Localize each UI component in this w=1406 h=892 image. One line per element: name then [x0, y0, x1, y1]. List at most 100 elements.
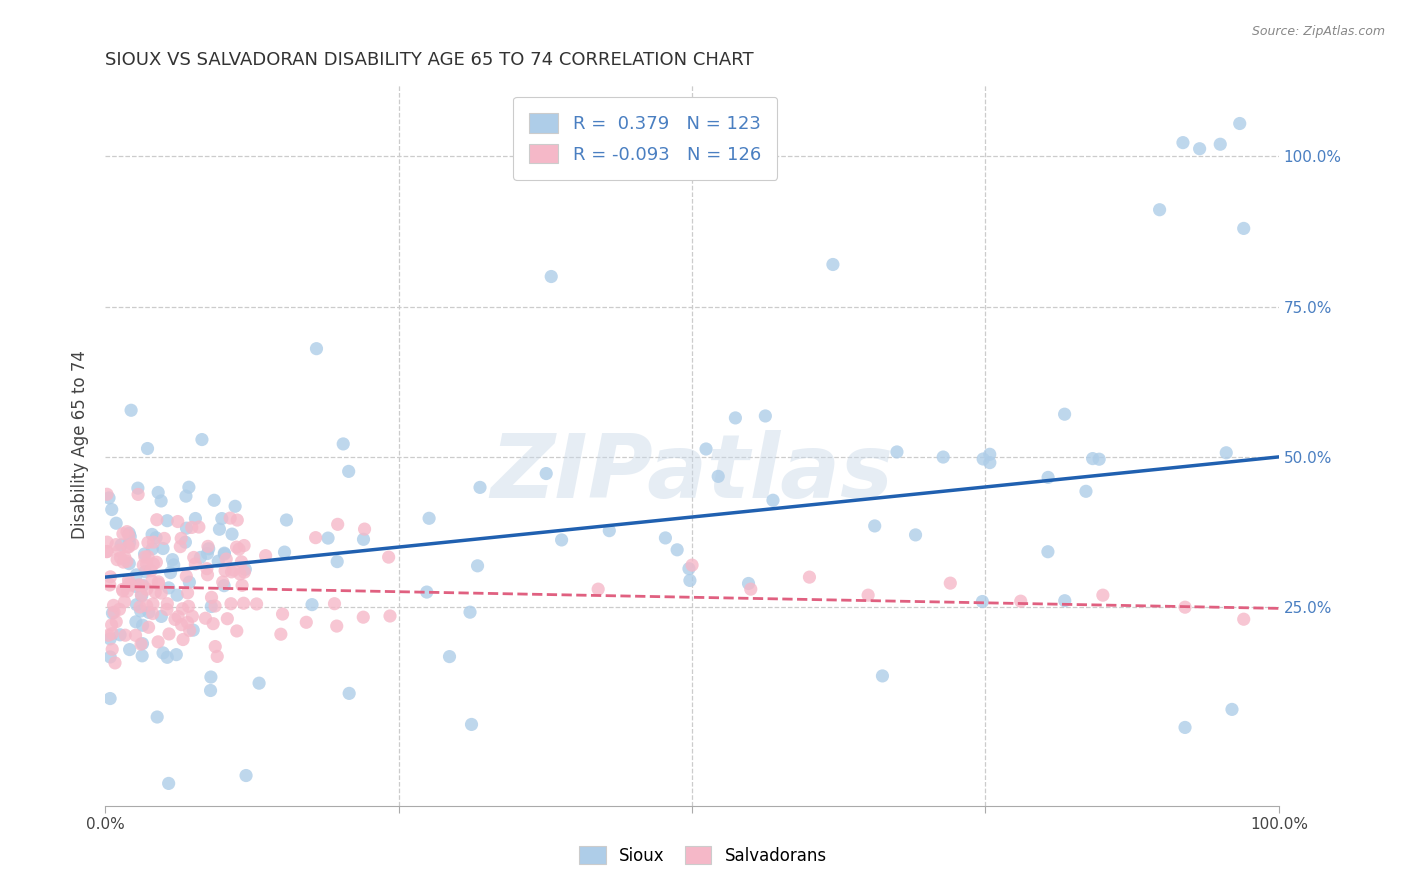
- Point: [129, 604, 152, 618]
- Point: [724, 411, 747, 425]
- Point: [172, 632, 194, 647]
- Point: [141, 527, 163, 541]
- Point: [153, 532, 176, 546]
- Point: [886, 445, 908, 459]
- Point: [98, 578, 121, 592]
- Point: [183, 550, 205, 565]
- Point: [98, 691, 121, 706]
- Point: [1229, 116, 1251, 130]
- Text: Source: ZipAtlas.com: Source: ZipAtlas.com: [1251, 25, 1385, 38]
- Point: [145, 555, 167, 569]
- Point: [468, 480, 491, 494]
- Point: [235, 562, 257, 576]
- Point: [212, 579, 235, 593]
- Point: [118, 642, 141, 657]
- Point: [200, 683, 222, 698]
- Point: [598, 524, 620, 538]
- Point: [136, 442, 159, 456]
- Point: [96, 544, 118, 558]
- Point: [1010, 594, 1032, 608]
- Point: [254, 549, 277, 563]
- Point: [1220, 702, 1243, 716]
- Point: [138, 606, 160, 620]
- Point: [821, 258, 844, 272]
- Point: [162, 552, 184, 566]
- Point: [114, 595, 136, 609]
- Point: [148, 574, 170, 589]
- Point: [98, 650, 121, 665]
- Point: [207, 554, 229, 568]
- Point: [245, 597, 267, 611]
- Point: [197, 547, 219, 561]
- Point: [105, 552, 128, 566]
- Point: [214, 546, 236, 560]
- Point: [176, 615, 198, 630]
- Point: [197, 540, 219, 554]
- Point: [163, 612, 186, 626]
- Point: [228, 542, 250, 557]
- Point: [194, 611, 217, 625]
- Point: [235, 768, 257, 782]
- Point: [110, 538, 132, 552]
- Point: [1174, 600, 1197, 615]
- Point: [156, 602, 179, 616]
- Point: [152, 646, 174, 660]
- Point: [323, 597, 346, 611]
- Point: [150, 494, 173, 508]
- Point: [295, 615, 318, 630]
- Point: [100, 570, 122, 584]
- Point: [202, 616, 225, 631]
- Point: [120, 403, 142, 417]
- Point: [115, 524, 138, 539]
- Point: [1074, 484, 1097, 499]
- Point: [1188, 142, 1211, 156]
- Point: [146, 635, 169, 649]
- Point: [337, 686, 360, 700]
- Point: [181, 609, 204, 624]
- Point: [1036, 470, 1059, 484]
- Point: [1036, 545, 1059, 559]
- Point: [666, 542, 689, 557]
- Point: [150, 609, 173, 624]
- Point: [226, 513, 249, 527]
- Point: [131, 618, 153, 632]
- Point: [141, 574, 163, 588]
- Point: [146, 710, 169, 724]
- Text: SIOUX VS SALVADORAN DISABILITY AGE 65 TO 74 CORRELATION CHART: SIOUX VS SALVADORAN DISABILITY AGE 65 TO…: [105, 51, 754, 69]
- Point: [204, 599, 226, 613]
- Point: [117, 577, 139, 591]
- Point: [120, 530, 142, 544]
- Point: [142, 597, 165, 611]
- Point: [101, 606, 124, 620]
- Point: [586, 582, 609, 596]
- Point: [740, 582, 762, 596]
- Point: [179, 624, 201, 638]
- Point: [174, 535, 197, 549]
- Point: [180, 520, 202, 534]
- Point: [166, 515, 188, 529]
- Point: [1209, 137, 1232, 152]
- Point: [229, 566, 252, 581]
- Point: [127, 481, 149, 495]
- Point: [273, 545, 295, 559]
- Point: [1091, 588, 1114, 602]
- Point: [157, 776, 180, 790]
- Point: [1088, 452, 1111, 467]
- Point: [932, 450, 955, 464]
- Point: [316, 531, 339, 545]
- Point: [145, 531, 167, 545]
- Point: [96, 535, 118, 549]
- Point: [325, 619, 347, 633]
- Point: [1149, 202, 1171, 217]
- Point: [200, 591, 222, 605]
- Point: [117, 540, 139, 554]
- Point: [979, 456, 1001, 470]
- Point: [131, 648, 153, 663]
- Point: [208, 522, 231, 536]
- Point: [139, 564, 162, 578]
- Point: [105, 615, 128, 629]
- Point: [100, 502, 122, 516]
- Point: [114, 628, 136, 642]
- Point: [332, 437, 354, 451]
- Point: [142, 557, 165, 571]
